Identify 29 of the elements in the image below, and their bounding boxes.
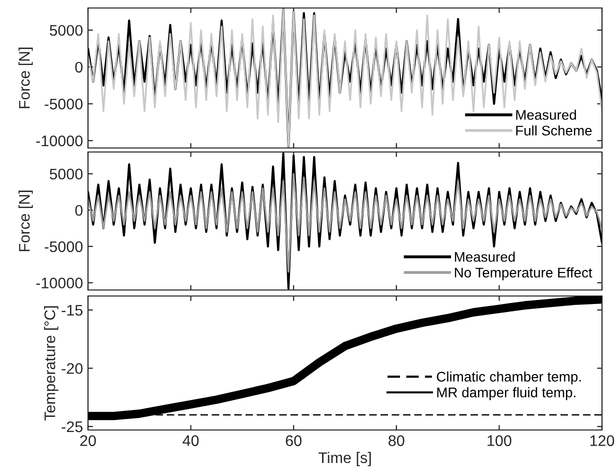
- y-tick-label: -10000: [36, 278, 83, 288]
- line-series: [88, 8, 602, 148]
- y-tick-label: -5000: [44, 98, 83, 110]
- y-axis-title: Temperature [°C]: [44, 306, 58, 420]
- y-tick-label: 5000: [50, 168, 83, 180]
- legend-label: Climatic chamber temp.: [436, 371, 581, 384]
- legend-label: Measured: [516, 110, 576, 120]
- y-tick-label: -5000: [44, 241, 83, 252]
- x-tick-label: 100: [488, 435, 512, 446]
- legend-label: No Temperature Effect: [454, 267, 592, 280]
- y-axis-title: Force [N]: [18, 48, 33, 108]
- y-axis-title: Force [N]: [18, 190, 33, 252]
- legend-label: Full Scheme: [516, 125, 592, 136]
- y-tick-label: 0: [75, 204, 83, 216]
- y-tick-label: 0: [75, 62, 83, 73]
- y-tick-label: -20: [62, 363, 83, 374]
- x-axis-title: Time [s]: [318, 452, 371, 466]
- y-tick-label: -10000: [36, 136, 83, 146]
- legend-label: MR damper fluid temp.: [437, 387, 576, 400]
- y-tick-label: 5000: [50, 24, 83, 36]
- line-series: [88, 152, 602, 290]
- x-tick-label: 80: [388, 435, 404, 446]
- y-tick-label: -15: [62, 305, 82, 316]
- x-tick-label: 20: [80, 435, 96, 446]
- legend-label: Measured: [454, 252, 515, 262]
- x-tick-label: 120: [590, 435, 614, 446]
- x-tick-label: 40: [182, 435, 199, 446]
- y-tick-label: -25: [62, 421, 82, 432]
- x-tick-label: 60: [286, 435, 302, 446]
